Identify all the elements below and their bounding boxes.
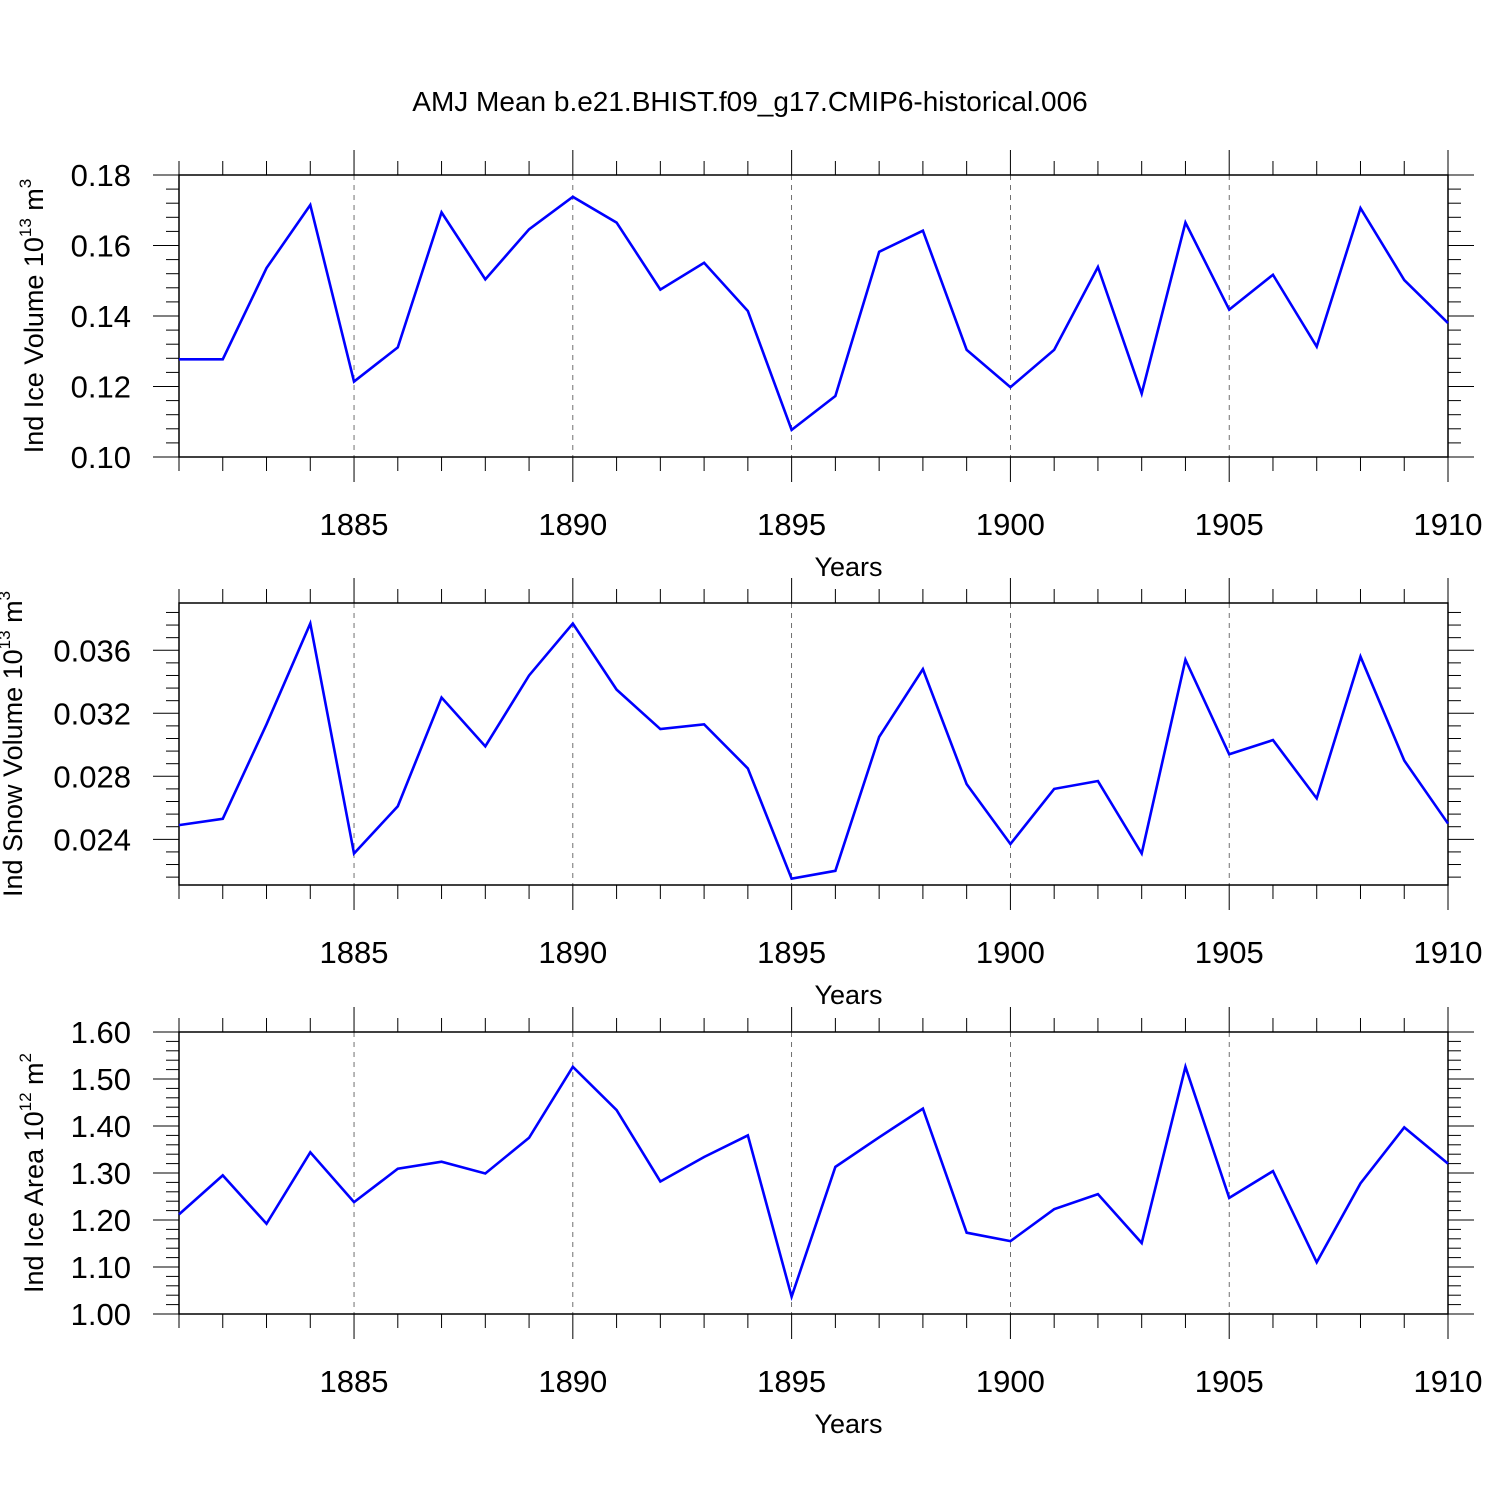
x-axis-label: Years bbox=[814, 1409, 882, 1439]
y-axis-label-text: Ind Ice Volume 10 bbox=[19, 237, 49, 453]
x-tick-label-1890: 1890 bbox=[538, 935, 607, 970]
data-series-line bbox=[178, 1062, 1449, 1302]
y-tick-label: 1.00 bbox=[71, 1297, 131, 1332]
x-tick-label-1905: 1905 bbox=[1195, 935, 1264, 970]
x-tick-label-1885: 1885 bbox=[320, 935, 389, 970]
plot-frame bbox=[178, 1031, 1449, 1315]
y-axis-label: Ind Ice Volume 1013 m3 bbox=[16, 179, 49, 454]
plot-frame bbox=[178, 602, 1449, 886]
x-tick-label-1890: 1890 bbox=[538, 1364, 607, 1399]
y-axis-label-text: Ind Ice Area 10 bbox=[19, 1111, 49, 1293]
y-axis-label: Ind Ice Area 1012 m2 bbox=[16, 1053, 49, 1293]
y-tick-label: 1.50 bbox=[71, 1062, 131, 1097]
y-tick-label: 1.20 bbox=[71, 1203, 131, 1238]
x-tick-label-1900: 1900 bbox=[976, 1364, 1045, 1399]
snow-volume-panel: 0.024 0.028 0.032 0.036 1885 1890 1895 1900 1905… bbox=[0, 578, 1482, 1010]
data-series-line bbox=[178, 619, 1450, 881]
y-axis-label-exponent: 13 bbox=[16, 218, 35, 237]
y-axis-label-exponent: 12 bbox=[16, 1092, 35, 1111]
y-axis-label-text: Ind Snow Volume 10 bbox=[0, 649, 28, 897]
ice-area-panel: 1.00 1.10 1.20 1.30 1.40 1.50 1.60 1885 1890 1895… bbox=[16, 1007, 1482, 1439]
data-series-line bbox=[179, 195, 1449, 432]
x-tick-label-1910: 1910 bbox=[1414, 935, 1483, 970]
chart-title: AMJ Mean b.e21.BHIST.f09_g17.CMIP6-histo… bbox=[412, 86, 1087, 117]
y-tick-label: 0.16 bbox=[71, 229, 131, 264]
y-tick-label: 0.18 bbox=[71, 158, 131, 193]
plot-frame bbox=[178, 174, 1449, 458]
y-tick-label: 0.024 bbox=[53, 822, 131, 857]
x-tick-label-1885: 1885 bbox=[320, 507, 389, 542]
x-tick-label-1890: 1890 bbox=[538, 507, 607, 542]
y-tick-label: 0.028 bbox=[53, 759, 131, 794]
y-tick-label: 0.10 bbox=[71, 440, 131, 475]
y-tick-label: 0.032 bbox=[53, 696, 131, 731]
y-tick-label: 1.10 bbox=[71, 1250, 131, 1285]
y-tick-label: 1.60 bbox=[71, 1015, 131, 1050]
x-axis-label: Years bbox=[814, 980, 882, 1010]
y-axis-label-text: m bbox=[19, 188, 49, 218]
x-tick-label-1910: 1910 bbox=[1414, 1364, 1483, 1399]
y-tick-label: 1.30 bbox=[71, 1156, 131, 1191]
y-axis-label-exponent: 13 bbox=[0, 630, 14, 649]
y-tick-label: 0.12 bbox=[71, 370, 131, 405]
x-tick-label-1900: 1900 bbox=[976, 507, 1045, 542]
y-axis-label-exponent: 3 bbox=[16, 179, 35, 188]
x-tick-label-1885: 1885 bbox=[320, 1364, 389, 1399]
y-tick-label: 0.14 bbox=[71, 299, 131, 334]
x-tick-label-1895: 1895 bbox=[757, 1364, 826, 1399]
y-tick-label: 0.036 bbox=[53, 633, 131, 668]
x-axis-label: Years bbox=[814, 552, 882, 582]
y-axis-label-text: m bbox=[19, 1062, 49, 1092]
x-tick-label-1905: 1905 bbox=[1195, 507, 1264, 542]
y-axis-label-exponent: 2 bbox=[16, 1053, 35, 1062]
y-axis-label: Ind Snow Volume 1013 m3 bbox=[0, 591, 28, 897]
x-tick-label-1900: 1900 bbox=[976, 935, 1045, 970]
y-tick-label: 1.40 bbox=[71, 1109, 131, 1144]
x-tick-label-1895: 1895 bbox=[757, 507, 826, 542]
y-axis-label-text: m bbox=[0, 600, 28, 630]
x-tick-label-1905: 1905 bbox=[1195, 1364, 1264, 1399]
x-tick-label-1910: 1910 bbox=[1414, 507, 1483, 542]
x-tick-label-1895: 1895 bbox=[757, 935, 826, 970]
y-axis-label-exponent: 3 bbox=[0, 591, 14, 600]
ice-volume-panel: 0.10 0.12 0.14 0.16 0.18 1885 1890 1895 1900 1905… bbox=[16, 150, 1482, 582]
